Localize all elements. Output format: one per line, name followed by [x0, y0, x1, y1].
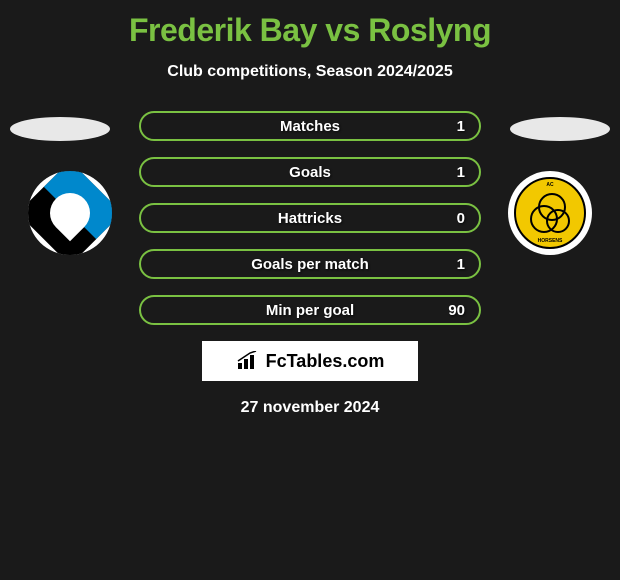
stat-row: Matches 1 [139, 111, 481, 141]
stat-right-value: 1 [457, 256, 465, 273]
watermark-text: FcTables.com [266, 351, 385, 372]
stat-label: Matches [280, 118, 340, 135]
stat-right-value: 1 [457, 164, 465, 181]
stat-row: Hattricks 0 [139, 203, 481, 233]
stats-bars: Matches 1 Goals 1 Hattricks 0 Goals per … [139, 111, 481, 325]
team-logo-left [28, 171, 112, 255]
logo-text-bottom: HORSENS [538, 238, 563, 244]
stat-label: Hattricks [278, 210, 342, 227]
chart-icon [236, 351, 262, 371]
team-logo-right: AC HORSENS [508, 171, 592, 255]
stat-label: Goals per match [251, 256, 369, 273]
stat-label: Min per goal [266, 302, 354, 319]
stat-label: Goals [289, 164, 331, 181]
player-slot-right [510, 117, 610, 141]
stat-row: Min per goal 90 [139, 295, 481, 325]
logo-text-top: AC [546, 182, 553, 188]
date-text: 27 november 2024 [0, 399, 620, 417]
stat-right-value: 0 [457, 210, 465, 227]
comparison-content: AC HORSENS Matches 1 Goals 1 Hattricks 0… [0, 111, 620, 417]
watermark: FcTables.com [202, 341, 418, 381]
page-title: Frederik Bay vs Roslyng [0, 0, 620, 49]
player-slot-left [10, 117, 110, 141]
stat-row: Goals 1 [139, 157, 481, 187]
stat-right-value: 1 [457, 118, 465, 135]
stat-row: Goals per match 1 [139, 249, 481, 279]
page-subtitle: Club competitions, Season 2024/2025 [0, 63, 620, 81]
stat-right-value: 90 [448, 302, 465, 319]
